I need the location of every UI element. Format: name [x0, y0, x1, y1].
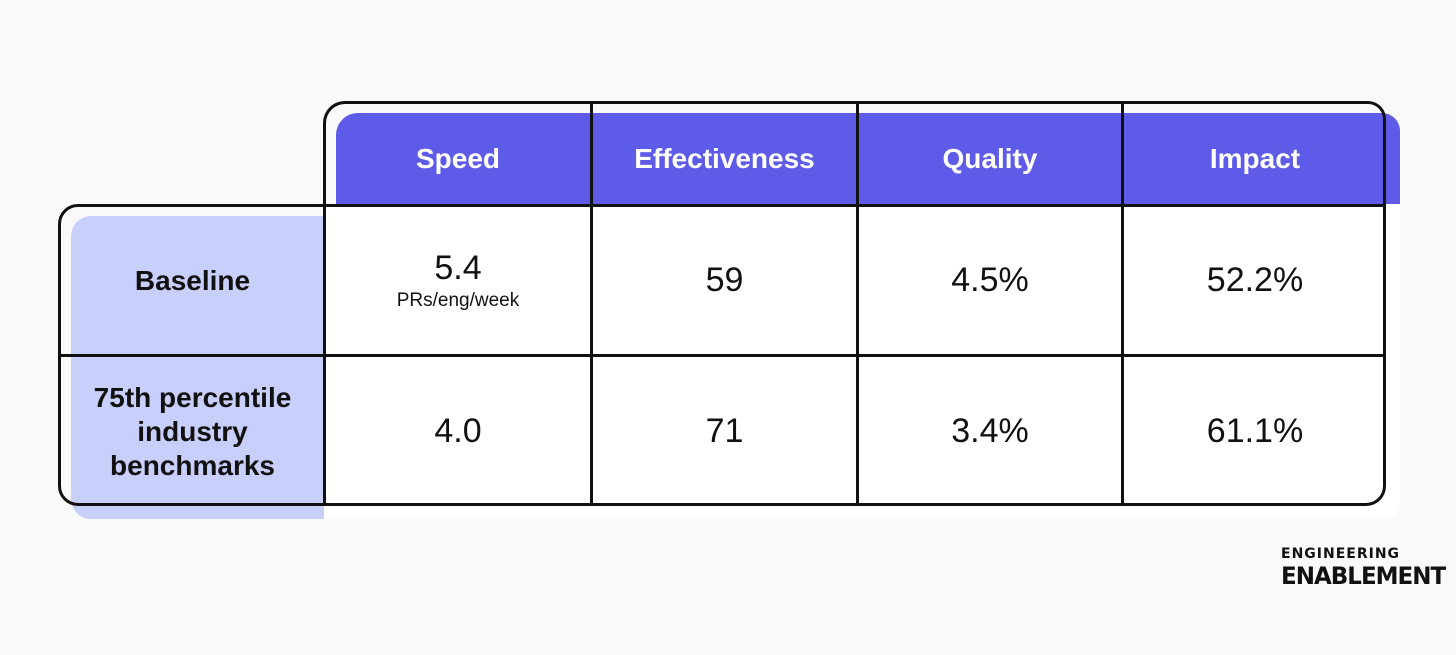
cell-benchmark-effectiveness: 71	[593, 357, 856, 506]
grid-line	[1121, 101, 1124, 506]
row-label-benchmarks: 75th percentile industry benchmarks	[61, 357, 324, 506]
header-band	[336, 113, 1400, 204]
cell-benchmark-impact: 61.1%	[1124, 357, 1386, 506]
cell-benchmark-quality: 3.4%	[859, 357, 1121, 506]
engineering-enablement-logo: ENGINEERING ENABLEMENT	[1281, 546, 1446, 591]
row-label-band	[71, 216, 324, 519]
logo-line-2: ENABLEMENT	[1281, 563, 1446, 591]
cell-unit: PRs/eng/week	[396, 290, 520, 311]
column-header-impact: Impact	[1209, 143, 1301, 174]
cell-value: 4.0	[434, 412, 482, 450]
column-header-effectiveness: Effectiveness	[634, 143, 815, 174]
cell-baseline-speed: 5.4 PRs/eng/week	[326, 207, 590, 354]
row-label-line: benchmarks	[110, 449, 275, 481]
cell-baseline-impact: 52.2%	[1124, 207, 1386, 354]
cell-baseline-quality: 4.5%	[859, 207, 1121, 354]
column-header-quality: Quality	[942, 143, 1038, 174]
outline-joint	[1383, 202, 1386, 222]
cell-value: 4.5%	[951, 261, 1029, 299]
row-label-line: industry	[137, 415, 248, 447]
row-label-baseline: Baseline	[61, 207, 324, 354]
cell-value: 3.4%	[951, 412, 1029, 450]
grid-line	[58, 354, 1386, 357]
grid-line	[590, 101, 593, 506]
cell-value: 71	[705, 412, 744, 450]
cell-benchmark-speed: 4.0	[326, 357, 590, 506]
cell-value: 59	[705, 261, 744, 299]
row-label-line: 75th percentile	[93, 381, 292, 413]
header-outline	[323, 101, 1386, 205]
cell-value: 5.4	[434, 249, 482, 287]
cell-value: 61.1%	[1206, 412, 1304, 450]
cell-baseline-effectiveness: 59	[593, 207, 856, 354]
row-label-text: Baseline	[134, 264, 251, 296]
column-header-speed: Speed	[415, 143, 501, 174]
cell-value: 52.2%	[1206, 261, 1304, 299]
logo-line-1: ENGINEERING	[1281, 546, 1401, 562]
grid-line	[856, 101, 859, 506]
